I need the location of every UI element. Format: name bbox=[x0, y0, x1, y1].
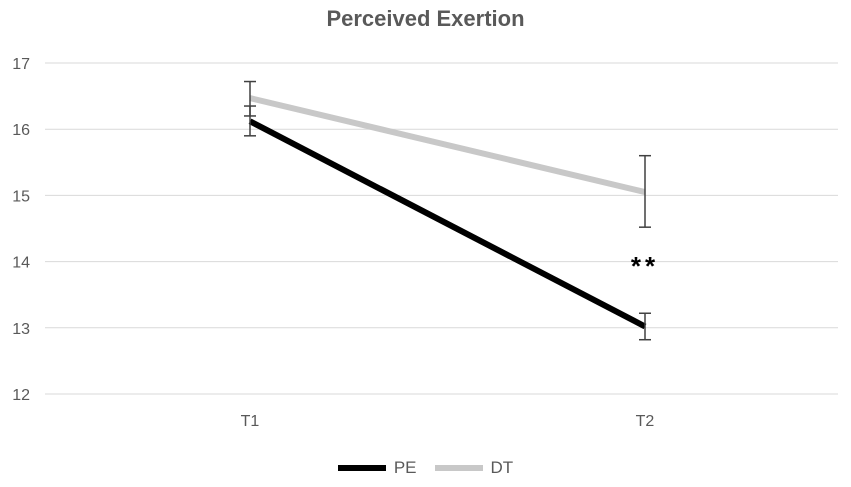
legend: PE DT bbox=[0, 458, 851, 478]
legend-swatch-dt bbox=[434, 465, 483, 471]
y-tick-label-17: 17 bbox=[12, 56, 30, 73]
series-line-dt bbox=[249, 95, 646, 196]
y-axis-ticks: 12 13 14 15 16 17 bbox=[12, 56, 30, 404]
y-tick-label-15: 15 bbox=[12, 188, 30, 205]
x-tick-label-t1: T1 bbox=[241, 413, 260, 430]
x-axis-ticks: T1 T2 bbox=[241, 413, 655, 430]
error-bar-pe-t2 bbox=[639, 312, 651, 341]
series bbox=[248, 95, 647, 330]
chart-title: Perceived Exertion bbox=[326, 6, 525, 31]
y-tick-label-14: 14 bbox=[12, 255, 30, 272]
annotations: ** bbox=[631, 251, 659, 281]
error-bar-dt-t1 bbox=[244, 80, 256, 117]
legend-item-dt: DT bbox=[434, 458, 514, 478]
error-bars bbox=[244, 80, 651, 341]
error-bar-dt-t2 bbox=[639, 154, 651, 228]
series-line-pe bbox=[248, 118, 647, 330]
gridlines bbox=[45, 62, 838, 395]
legend-label-pe: PE bbox=[393, 458, 417, 477]
y-tick-label-16: 16 bbox=[12, 122, 30, 139]
y-tick-label-13: 13 bbox=[12, 321, 30, 338]
legend-item-pe: PE bbox=[337, 458, 417, 478]
x-tick-label-t2: T2 bbox=[636, 413, 655, 430]
legend-swatch-pe bbox=[337, 465, 386, 471]
significance-annotation: ** bbox=[631, 251, 659, 281]
legend-label-dt: DT bbox=[490, 458, 514, 477]
y-tick-label-12: 12 bbox=[12, 387, 30, 404]
